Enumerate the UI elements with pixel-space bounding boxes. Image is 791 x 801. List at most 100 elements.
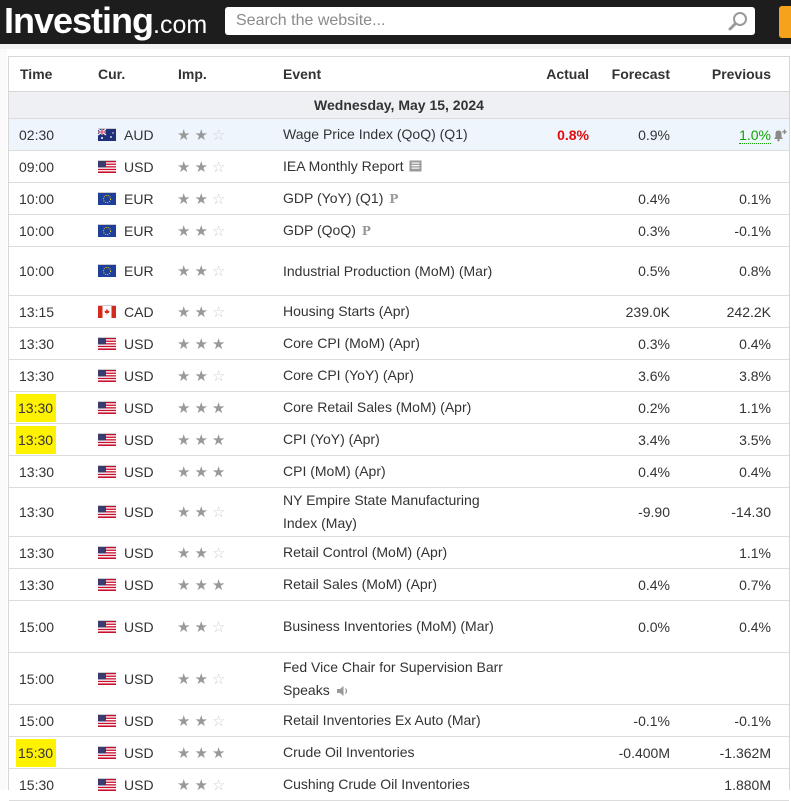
event-cell[interactable]: Retail Inventories Ex Auto (Mar): [283, 704, 513, 737]
event-cell[interactable]: Core CPI (MoM) (Apr): [283, 327, 513, 360]
header-action-button[interactable]: [779, 6, 791, 38]
event-row[interactable]: 10:00 EUR ★★☆ GDP (YoY) (Q1) P 0.4% 0.1%: [9, 182, 789, 215]
importance-star-icon: ★: [177, 544, 195, 562]
importance-star-icon: ★: [194, 670, 212, 688]
event-cell[interactable]: NY Empire State Manufacturing Index (May…: [283, 487, 513, 537]
event-row[interactable]: 09:00 USD ★★☆ IEA Monthly Report: [9, 150, 789, 183]
currency-cell: USD: [98, 568, 177, 601]
actual-cell: [513, 455, 589, 488]
event-name[interactable]: Wage Price Index (QoQ) (Q1): [283, 126, 468, 142]
col-importance: Imp.: [177, 57, 283, 92]
event-name[interactable]: Retail Inventories Ex Auto (Mar): [283, 712, 481, 728]
event-name[interactable]: Fed Vice Chair for Supervision Barr Spea…: [283, 658, 503, 698]
event-name[interactable]: NY Empire State Manufacturing Index (May…: [283, 492, 480, 531]
event-name[interactable]: Industrial Production (MoM) (Mar): [283, 262, 493, 279]
event-cell[interactable]: Housing Starts (Apr): [283, 295, 513, 328]
event-row[interactable]: 10:00 EUR ★★☆ Industrial Production (MoM) (…: [9, 246, 789, 296]
previous-cell: 0.4%: [670, 455, 771, 488]
previous-cell: 1.0%: [670, 118, 771, 151]
event-name[interactable]: Cushing Crude Oil Inventories: [283, 776, 470, 792]
event-cell[interactable]: GDP (YoY) (Q1) P: [283, 182, 513, 215]
event-cell[interactable]: Industrial Production (MoM) (Mar): [283, 246, 513, 296]
previous-value: 0.1%: [739, 190, 771, 207]
event-name[interactable]: IEA Monthly Report: [283, 158, 404, 174]
event-row[interactable]: 13:30 USD ★★★ Core Retail Sales (MoM) (Apr)…: [9, 391, 789, 424]
currency-cell: USD: [98, 423, 177, 456]
forecast-cell: -0.400M: [589, 736, 670, 769]
flag-us-icon: [98, 505, 116, 518]
search-input[interactable]: [236, 10, 716, 32]
event-cell[interactable]: Fed Vice Chair for Supervision Barr Spea…: [283, 652, 513, 705]
event-name[interactable]: Retail Sales (MoM) (Apr): [283, 576, 438, 592]
event-cell[interactable]: CPI (MoM) (Apr): [283, 455, 513, 488]
speech-icon[interactable]: [336, 685, 350, 697]
importance-star-icon: ★: [194, 303, 212, 321]
event-row[interactable]: 13:30 USD ★★★ CPI (YoY) (Apr) 3.4% 3.5%: [9, 423, 789, 456]
forecast-cell: 0.3%: [589, 214, 670, 247]
time-value: 13:30: [19, 335, 55, 352]
importance-cell: ★★☆: [177, 118, 283, 151]
event-name[interactable]: GDP (QoQ): [283, 221, 356, 238]
flag-us-icon: [98, 546, 116, 559]
event-name[interactable]: Core Retail Sales (MoM) (Apr): [283, 399, 472, 415]
document-icon[interactable]: [409, 160, 422, 172]
previous-value: 0.7%: [739, 576, 771, 593]
currency-code: USD: [124, 712, 154, 729]
forecast-value: 3.4%: [638, 431, 670, 448]
importance-star-icon: ★: [194, 744, 212, 762]
event-row[interactable]: 10:00 EUR ★★☆ GDP (QoQ) P 0.3% -0.1%: [9, 214, 789, 247]
event-row[interactable]: 15:30 USD ★★★ Crude Oil Inventories -0.400M -…: [9, 736, 789, 769]
event-row[interactable]: 13:30 USD ★★☆ Core CPI (YoY) (Apr) 3.6% 3.8%: [9, 359, 789, 392]
importance-cell: ★★☆: [177, 652, 283, 705]
event-row[interactable]: 13:30 USD ★★☆ Retail Control (MoM) (Apr) 1.1…: [9, 536, 789, 569]
event-name[interactable]: GDP (YoY) (Q1): [283, 189, 384, 206]
event-row[interactable]: 15:00 USD ★★☆ Retail Inventories Ex Auto (M…: [9, 704, 789, 737]
event-cell[interactable]: Retail Control (MoM) (Apr): [283, 536, 513, 569]
time-value: 02:30: [19, 126, 55, 143]
investing-logo[interactable]: Investing.com: [4, 2, 207, 40]
importance-cell: ★★★: [177, 327, 283, 360]
event-cell[interactable]: IEA Monthly Report: [283, 150, 513, 183]
event-row[interactable]: 15:00 USD ★★☆ Fed Vice Chair for Supervisio…: [9, 652, 789, 705]
previous-value: 1.880M: [724, 776, 771, 793]
event-row[interactable]: 13:15 CAD ★★☆ Housing Starts (Apr) 239.0K 242…: [9, 295, 789, 328]
add-alert-bell-icon[interactable]: [772, 128, 788, 142]
actual-cell: [513, 536, 589, 569]
event-name[interactable]: Core CPI (YoY) (Apr): [283, 367, 414, 383]
alert-cell: [771, 568, 789, 601]
event-name[interactable]: CPI (MoM) (Apr): [283, 463, 386, 479]
event-cell[interactable]: CPI (YoY) (Apr): [283, 423, 513, 456]
event-row[interactable]: 15:00 USD ★★☆ Business Inventories (MoM) (M…: [9, 600, 789, 653]
event-row[interactable]: 13:30 USD ★★☆ NY Empire State Manufacturing…: [9, 487, 789, 537]
importance-star-icon: ★: [194, 544, 212, 562]
previous-cell: 0.7%: [670, 568, 771, 601]
event-cell[interactable]: Wage Price Index (QoQ) (Q1): [283, 118, 513, 151]
currency-cell: USD: [98, 327, 177, 360]
event-row[interactable]: 15:30 USD ★★☆ Cushing Crude Oil Inventories…: [9, 768, 789, 801]
event-row[interactable]: 13:30 USD ★★★ CPI (MoM) (Apr) 0.4% 0.4%: [9, 455, 789, 488]
alert-cell: [771, 487, 789, 537]
event-cell[interactable]: Core Retail Sales (MoM) (Apr): [283, 391, 513, 424]
event-cell[interactable]: Core CPI (YoY) (Apr): [283, 359, 513, 392]
event-cell[interactable]: GDP (QoQ) P: [283, 214, 513, 247]
event-name[interactable]: Retail Control (MoM) (Apr): [283, 544, 448, 560]
importance-star-icon: ★: [211, 576, 230, 594]
event-name[interactable]: Core CPI (MoM) (Apr): [283, 335, 420, 351]
importance-star-icon: ★: [177, 190, 195, 208]
event-name[interactable]: CPI (YoY) (Apr): [283, 431, 380, 447]
importance-star-icon: ★: [194, 776, 212, 794]
actual-cell: [513, 295, 589, 328]
event-name[interactable]: Crude Oil Inventories: [283, 744, 415, 760]
event-row[interactable]: 13:30 USD ★★★ Retail Sales (MoM) (Apr) 0.4% 0…: [9, 568, 789, 601]
event-cell[interactable]: Cushing Crude Oil Inventories: [283, 768, 513, 801]
time-value: 10:00: [19, 263, 55, 279]
event-name[interactable]: Business Inventories (MoM) (Mar): [283, 618, 494, 634]
event-row[interactable]: 13:30 USD ★★★ Core CPI (MoM) (Apr) 0.3% 0.4%: [9, 327, 789, 360]
event-cell[interactable]: Retail Sales (MoM) (Apr): [283, 568, 513, 601]
event-row[interactable]: 02:30 AUD ★★☆ Wage Price Index (QoQ) (Q1) 0.…: [9, 118, 789, 151]
event-cell[interactable]: Business Inventories (MoM) (Mar): [283, 600, 513, 653]
importance-star-icon: ★: [177, 670, 195, 688]
event-cell[interactable]: Crude Oil Inventories: [283, 736, 513, 769]
event-name[interactable]: Housing Starts (Apr): [283, 303, 410, 319]
search-icon[interactable]: [727, 10, 749, 32]
